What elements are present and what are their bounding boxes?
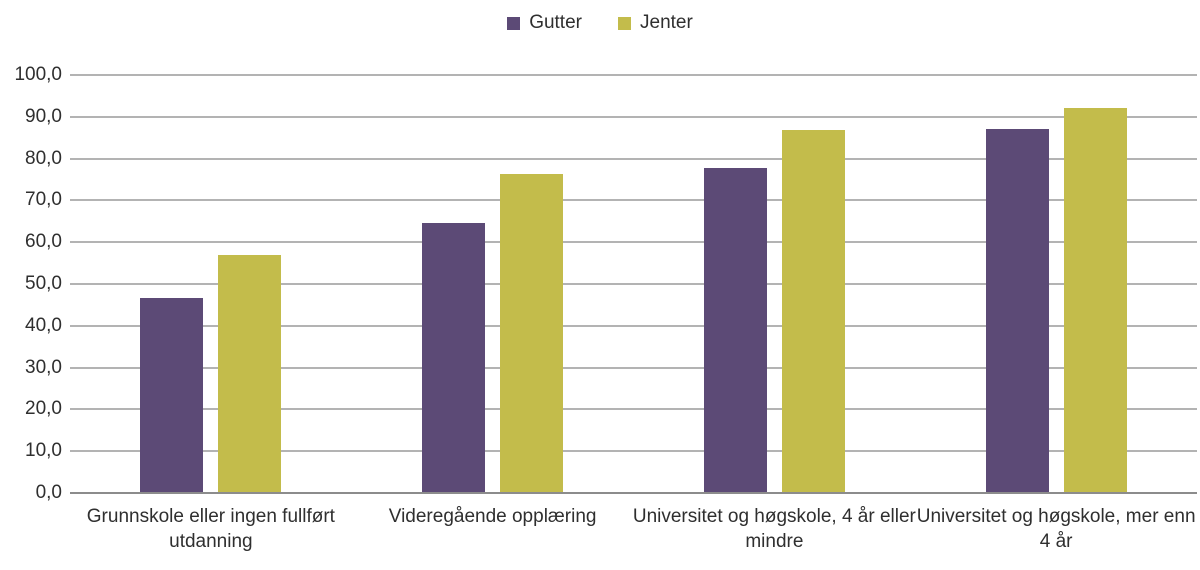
y-gridline — [70, 366, 1197, 369]
x-axis-category-label: Universitet og høgskole, 4 år eller mind… — [632, 506, 916, 552]
y-axis-tick-label: 90,0 — [25, 105, 62, 127]
y-axis-tick-label: 50,0 — [25, 273, 62, 294]
x-axis-category-label: Grunnskole eller ingen fullført utdannin… — [86, 506, 335, 552]
y-axis-tick-label: 0,0 — [35, 482, 62, 503]
bar-jenter-0 — [218, 255, 282, 493]
y-gridline — [70, 283, 1197, 285]
y-axis-tick-label: 10,0 — [25, 440, 62, 462]
legend-label-gutter: Gutter — [529, 12, 582, 33]
y-gridline — [70, 157, 1197, 160]
legend-label-jenter: Jenter — [640, 12, 693, 33]
y-axis-tick-label: 70,0 — [25, 189, 62, 211]
y-gridline — [70, 74, 1197, 76]
y-axis-tick-label: 20,0 — [25, 398, 62, 420]
legend-swatch-jenter-icon — [618, 16, 631, 30]
y-gridline — [70, 115, 1197, 118]
x-axis-line — [70, 492, 1197, 494]
bar-jenter-2 — [781, 129, 845, 493]
y-gridline — [70, 199, 1197, 202]
x-axis-category-label: Videregående opplæring — [388, 506, 597, 527]
legend-item-jenter: Jenter — [618, 12, 693, 34]
y-axis-tick-label: 60,0 — [25, 231, 62, 253]
bar-gutter-2 — [703, 168, 767, 493]
y-axis-tick-label: 80,0 — [25, 147, 62, 169]
bar-gutter-3 — [985, 128, 1049, 493]
y-gridline — [70, 241, 1197, 244]
x-axis-category-label: Universitet og høgskole, mer enn 4 år — [916, 506, 1196, 552]
bar-gutter-0 — [140, 297, 204, 493]
y-gridline — [70, 408, 1197, 411]
bar-gutter-1 — [422, 222, 486, 493]
y-gridline — [70, 450, 1197, 453]
bar-jenter-1 — [500, 173, 564, 493]
y-axis-tick-label: 30,0 — [25, 356, 62, 378]
legend-item-gutter: Gutter — [507, 12, 582, 34]
legend: Gutter Jenter — [0, 12, 1200, 34]
y-axis-tick-label: 40,0 — [25, 314, 62, 336]
bar-jenter-3 — [1063, 108, 1127, 493]
legend-swatch-gutter-icon — [507, 16, 521, 30]
y-axis-tick-label: 100,0 — [14, 64, 62, 85]
y-gridline — [70, 324, 1197, 327]
